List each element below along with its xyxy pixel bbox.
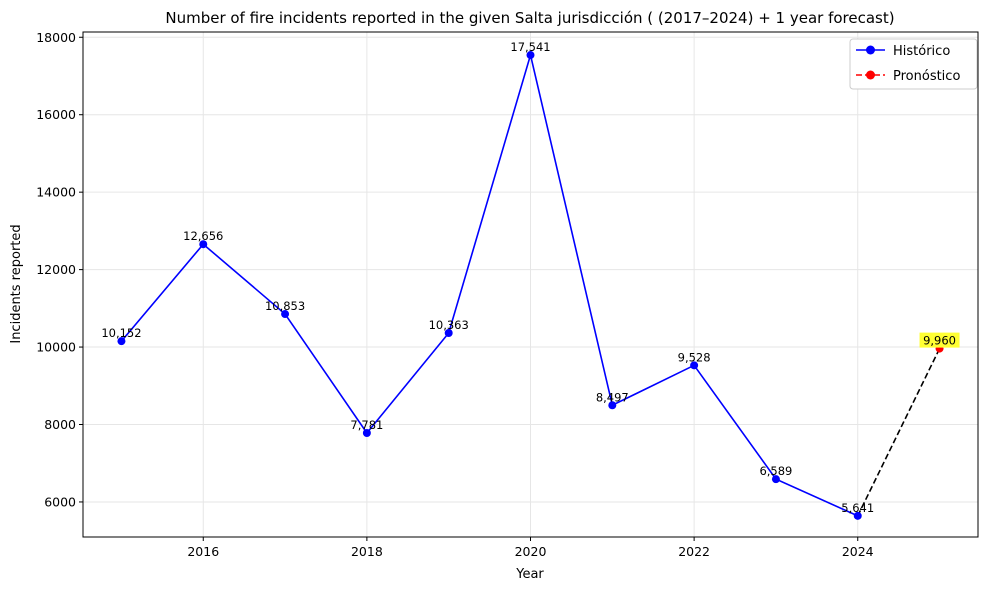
y-tick-label: 14000 [36, 185, 76, 200]
data-label: 9,960 [923, 334, 956, 348]
data-point [853, 511, 862, 520]
data-label: 10,853 [265, 299, 305, 313]
x-axis-label: Year [515, 567, 544, 582]
legend-label-historico: Histórico [893, 44, 950, 59]
legend-swatch-historico-marker [866, 45, 875, 55]
grid [83, 32, 978, 537]
series-line-0 [120, 51, 859, 517]
data-label: 10,363 [429, 318, 469, 332]
legend-label-pronostico: Pronóstico [893, 69, 960, 84]
chart-title: Number of fire incidents reported in the… [165, 9, 894, 27]
axis-ticks: 2016 2018 2020 2022 2024 6000 8000 10000 12000 14… [36, 30, 873, 559]
y-tick-label: 12000 [36, 262, 76, 277]
y-axis-label: Incidents reported [9, 224, 24, 343]
data-label-highlight [919, 332, 960, 348]
legend-frame [849, 38, 978, 90]
data-point [690, 361, 699, 370]
data-point [526, 51, 535, 60]
series-layer [117, 51, 944, 520]
data-label: 8,497 [596, 390, 629, 404]
data-point [117, 337, 126, 346]
x-tick-label: 2016 [187, 544, 219, 559]
y-tick-label: 6000 [44, 494, 76, 509]
data-point [444, 329, 453, 338]
data-point [608, 401, 617, 410]
data-label: 7,781 [350, 418, 383, 432]
data-label: 6,589 [759, 464, 792, 478]
data-label: 10,152 [101, 326, 141, 340]
data-label: 12,656 [183, 229, 223, 243]
data-label: 17,541 [510, 40, 550, 54]
legend-swatch-pronostico-marker [866, 70, 875, 80]
x-tick-label: 2024 [842, 544, 874, 559]
data-point [199, 240, 208, 249]
data-point [281, 310, 290, 319]
data-point [771, 475, 780, 484]
y-tick-label: 16000 [36, 107, 76, 122]
y-tick-label: 18000 [36, 30, 76, 45]
x-tick-label: 2022 [678, 544, 710, 559]
data-point [362, 428, 371, 437]
x-tick-label: 2020 [515, 544, 547, 559]
y-tick-label: 10000 [36, 340, 76, 355]
data-label: 9,528 [678, 350, 711, 364]
y-tick-label: 8000 [44, 417, 76, 432]
x-tick-label: 2018 [351, 544, 383, 559]
data-label: 5,641 [841, 501, 874, 515]
data-labels: 10,152 12,656 10,853 7,781 10,363 17,541 8,497… [101, 40, 960, 515]
series-line-1 [857, 348, 941, 517]
legend: Histórico Pronóstico [849, 38, 978, 90]
